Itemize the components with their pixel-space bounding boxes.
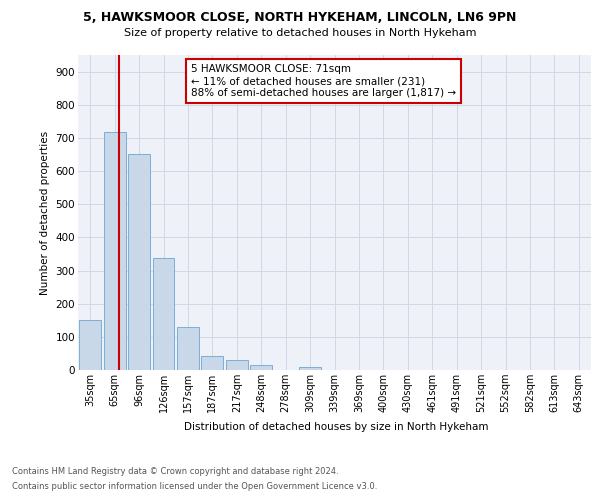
Bar (202, 356, 223, 370)
Text: 5 HAWKSMOOR CLOSE: 71sqm
← 11% of detached houses are smaller (231)
88% of semi-: 5 HAWKSMOOR CLOSE: 71sqm ← 11% of detach… (191, 64, 456, 98)
Bar (104, 132, 125, 370)
Bar (177, 327, 199, 370)
Bar (152, 258, 175, 370)
Text: Contains public sector information licensed under the Open Government Licence v3: Contains public sector information licen… (12, 482, 377, 491)
Bar (79, 320, 101, 370)
Text: Size of property relative to detached houses in North Hykeham: Size of property relative to detached ho… (124, 28, 476, 38)
Y-axis label: Number of detached properties: Number of detached properties (40, 130, 50, 294)
Bar (128, 154, 150, 370)
Bar (250, 366, 272, 370)
Bar (226, 360, 248, 370)
Text: 5, HAWKSMOOR CLOSE, NORTH HYKEHAM, LINCOLN, LN6 9PN: 5, HAWKSMOOR CLOSE, NORTH HYKEHAM, LINCO… (83, 11, 517, 24)
Text: Contains HM Land Registry data © Crown copyright and database right 2024.: Contains HM Land Registry data © Crown c… (12, 468, 338, 476)
Text: Distribution of detached houses by size in North Hykeham: Distribution of detached houses by size … (184, 422, 488, 432)
Bar (299, 366, 321, 370)
